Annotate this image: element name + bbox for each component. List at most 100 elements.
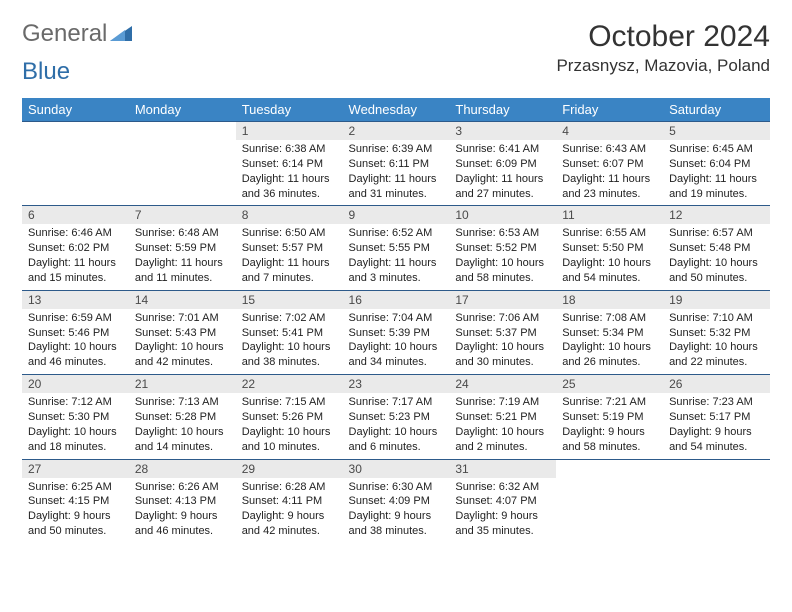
weekday-header-row: Sunday Monday Tuesday Wednesday Thursday… <box>22 98 770 122</box>
day-number: 7 <box>129 206 236 224</box>
day-number: 25 <box>556 375 663 393</box>
day-number: 24 <box>449 375 556 393</box>
day-number: 6 <box>22 206 129 224</box>
calendar-day-cell: 17Sunrise: 7:06 AMSunset: 5:37 PMDayligh… <box>449 290 556 374</box>
day-data: Sunrise: 6:43 AMSunset: 6:07 PMDaylight:… <box>556 140 663 205</box>
day-data: Sunrise: 6:45 AMSunset: 6:04 PMDaylight:… <box>663 140 770 205</box>
day-number: 15 <box>236 291 343 309</box>
day-data: Sunrise: 6:50 AMSunset: 5:57 PMDaylight:… <box>236 224 343 289</box>
day-data: Sunrise: 6:48 AMSunset: 5:59 PMDaylight:… <box>129 224 236 289</box>
day-data: Sunrise: 6:26 AMSunset: 4:13 PMDaylight:… <box>129 478 236 543</box>
day-number: 11 <box>556 206 663 224</box>
calendar-day-cell: 10Sunrise: 6:53 AMSunset: 5:52 PMDayligh… <box>449 206 556 290</box>
day-number: 16 <box>343 291 450 309</box>
day-data: Sunrise: 6:57 AMSunset: 5:48 PMDaylight:… <box>663 224 770 289</box>
day-number: 8 <box>236 206 343 224</box>
logo-text-part1: General <box>22 20 107 48</box>
col-tuesday: Tuesday <box>236 98 343 122</box>
calendar-day-cell: 28Sunrise: 6:26 AMSunset: 4:13 PMDayligh… <box>129 459 236 543</box>
calendar-day-cell: 8Sunrise: 6:50 AMSunset: 5:57 PMDaylight… <box>236 206 343 290</box>
day-data: Sunrise: 7:10 AMSunset: 5:32 PMDaylight:… <box>663 309 770 374</box>
calendar-day-cell <box>129 122 236 206</box>
day-number: 4 <box>556 122 663 140</box>
calendar-day-cell: 25Sunrise: 7:21 AMSunset: 5:19 PMDayligh… <box>556 375 663 459</box>
day-data: Sunrise: 7:17 AMSunset: 5:23 PMDaylight:… <box>343 393 450 458</box>
col-thursday: Thursday <box>449 98 556 122</box>
day-number: 17 <box>449 291 556 309</box>
day-number: 18 <box>556 291 663 309</box>
calendar-day-cell: 31Sunrise: 6:32 AMSunset: 4:07 PMDayligh… <box>449 459 556 543</box>
calendar-day-cell: 19Sunrise: 7:10 AMSunset: 5:32 PMDayligh… <box>663 290 770 374</box>
calendar-week-row: 13Sunrise: 6:59 AMSunset: 5:46 PMDayligh… <box>22 290 770 374</box>
calendar-day-cell: 2Sunrise: 6:39 AMSunset: 6:11 PMDaylight… <box>343 122 450 206</box>
day-number: 31 <box>449 460 556 478</box>
calendar-day-cell: 15Sunrise: 7:02 AMSunset: 5:41 PMDayligh… <box>236 290 343 374</box>
day-number: 10 <box>449 206 556 224</box>
calendar-day-cell: 24Sunrise: 7:19 AMSunset: 5:21 PMDayligh… <box>449 375 556 459</box>
calendar-week-row: 20Sunrise: 7:12 AMSunset: 5:30 PMDayligh… <box>22 375 770 459</box>
day-number: 28 <box>129 460 236 478</box>
month-title: October 2024 <box>556 20 770 54</box>
day-number: 13 <box>22 291 129 309</box>
col-wednesday: Wednesday <box>343 98 450 122</box>
day-data: Sunrise: 6:38 AMSunset: 6:14 PMDaylight:… <box>236 140 343 205</box>
calendar-day-cell: 5Sunrise: 6:45 AMSunset: 6:04 PMDaylight… <box>663 122 770 206</box>
calendar-day-cell: 4Sunrise: 6:43 AMSunset: 6:07 PMDaylight… <box>556 122 663 206</box>
calendar-day-cell: 3Sunrise: 6:41 AMSunset: 6:09 PMDaylight… <box>449 122 556 206</box>
calendar-day-cell: 30Sunrise: 6:30 AMSunset: 4:09 PMDayligh… <box>343 459 450 543</box>
day-data: Sunrise: 6:59 AMSunset: 5:46 PMDaylight:… <box>22 309 129 374</box>
calendar-day-cell: 6Sunrise: 6:46 AMSunset: 6:02 PMDaylight… <box>22 206 129 290</box>
day-data: Sunrise: 6:52 AMSunset: 5:55 PMDaylight:… <box>343 224 450 289</box>
day-data: Sunrise: 7:19 AMSunset: 5:21 PMDaylight:… <box>449 393 556 458</box>
day-data: Sunrise: 6:30 AMSunset: 4:09 PMDaylight:… <box>343 478 450 543</box>
day-number: 21 <box>129 375 236 393</box>
day-number: 20 <box>22 375 129 393</box>
calendar-day-cell: 22Sunrise: 7:15 AMSunset: 5:26 PMDayligh… <box>236 375 343 459</box>
day-number: 3 <box>449 122 556 140</box>
calendar-day-cell: 7Sunrise: 6:48 AMSunset: 5:59 PMDaylight… <box>129 206 236 290</box>
day-data: Sunrise: 7:12 AMSunset: 5:30 PMDaylight:… <box>22 393 129 458</box>
day-data: Sunrise: 7:01 AMSunset: 5:43 PMDaylight:… <box>129 309 236 374</box>
day-number: 30 <box>343 460 450 478</box>
calendar-document: General October 2024 Przasnysz, Mazovia,… <box>0 0 792 563</box>
calendar-table: Sunday Monday Tuesday Wednesday Thursday… <box>22 98 770 543</box>
calendar-day-cell: 16Sunrise: 7:04 AMSunset: 5:39 PMDayligh… <box>343 290 450 374</box>
day-data: Sunrise: 6:41 AMSunset: 6:09 PMDaylight:… <box>449 140 556 205</box>
day-number: 12 <box>663 206 770 224</box>
logo: General <box>22 20 135 48</box>
day-data: Sunrise: 7:04 AMSunset: 5:39 PMDaylight:… <box>343 309 450 374</box>
day-data: Sunrise: 6:53 AMSunset: 5:52 PMDaylight:… <box>449 224 556 289</box>
day-number: 1 <box>236 122 343 140</box>
calendar-week-row: 6Sunrise: 6:46 AMSunset: 6:02 PMDaylight… <box>22 206 770 290</box>
day-number: 19 <box>663 291 770 309</box>
day-data: Sunrise: 7:23 AMSunset: 5:17 PMDaylight:… <box>663 393 770 458</box>
col-saturday: Saturday <box>663 98 770 122</box>
day-number: 23 <box>343 375 450 393</box>
calendar-day-cell: 27Sunrise: 6:25 AMSunset: 4:15 PMDayligh… <box>22 459 129 543</box>
calendar-day-cell <box>663 459 770 543</box>
day-data: Sunrise: 7:13 AMSunset: 5:28 PMDaylight:… <box>129 393 236 458</box>
day-number: 14 <box>129 291 236 309</box>
calendar-day-cell: 9Sunrise: 6:52 AMSunset: 5:55 PMDaylight… <box>343 206 450 290</box>
calendar-day-cell: 20Sunrise: 7:12 AMSunset: 5:30 PMDayligh… <box>22 375 129 459</box>
day-data: Sunrise: 7:08 AMSunset: 5:34 PMDaylight:… <box>556 309 663 374</box>
day-data: Sunrise: 7:21 AMSunset: 5:19 PMDaylight:… <box>556 393 663 458</box>
day-data: Sunrise: 7:06 AMSunset: 5:37 PMDaylight:… <box>449 309 556 374</box>
day-number: 27 <box>22 460 129 478</box>
calendar-day-cell: 14Sunrise: 7:01 AMSunset: 5:43 PMDayligh… <box>129 290 236 374</box>
day-number: 2 <box>343 122 450 140</box>
day-data: Sunrise: 7:02 AMSunset: 5:41 PMDaylight:… <box>236 309 343 374</box>
col-monday: Monday <box>129 98 236 122</box>
day-number: 29 <box>236 460 343 478</box>
calendar-day-cell <box>556 459 663 543</box>
calendar-day-cell: 11Sunrise: 6:55 AMSunset: 5:50 PMDayligh… <box>556 206 663 290</box>
logo-text-part2: Blue <box>22 58 70 85</box>
day-number: 9 <box>343 206 450 224</box>
logo-triangle-icon <box>110 23 132 46</box>
calendar-week-row: 1Sunrise: 6:38 AMSunset: 6:14 PMDaylight… <box>22 122 770 206</box>
day-data: Sunrise: 6:28 AMSunset: 4:11 PMDaylight:… <box>236 478 343 543</box>
calendar-day-cell: 13Sunrise: 6:59 AMSunset: 5:46 PMDayligh… <box>22 290 129 374</box>
day-data: Sunrise: 6:55 AMSunset: 5:50 PMDaylight:… <box>556 224 663 289</box>
day-number: 26 <box>663 375 770 393</box>
day-number: 22 <box>236 375 343 393</box>
